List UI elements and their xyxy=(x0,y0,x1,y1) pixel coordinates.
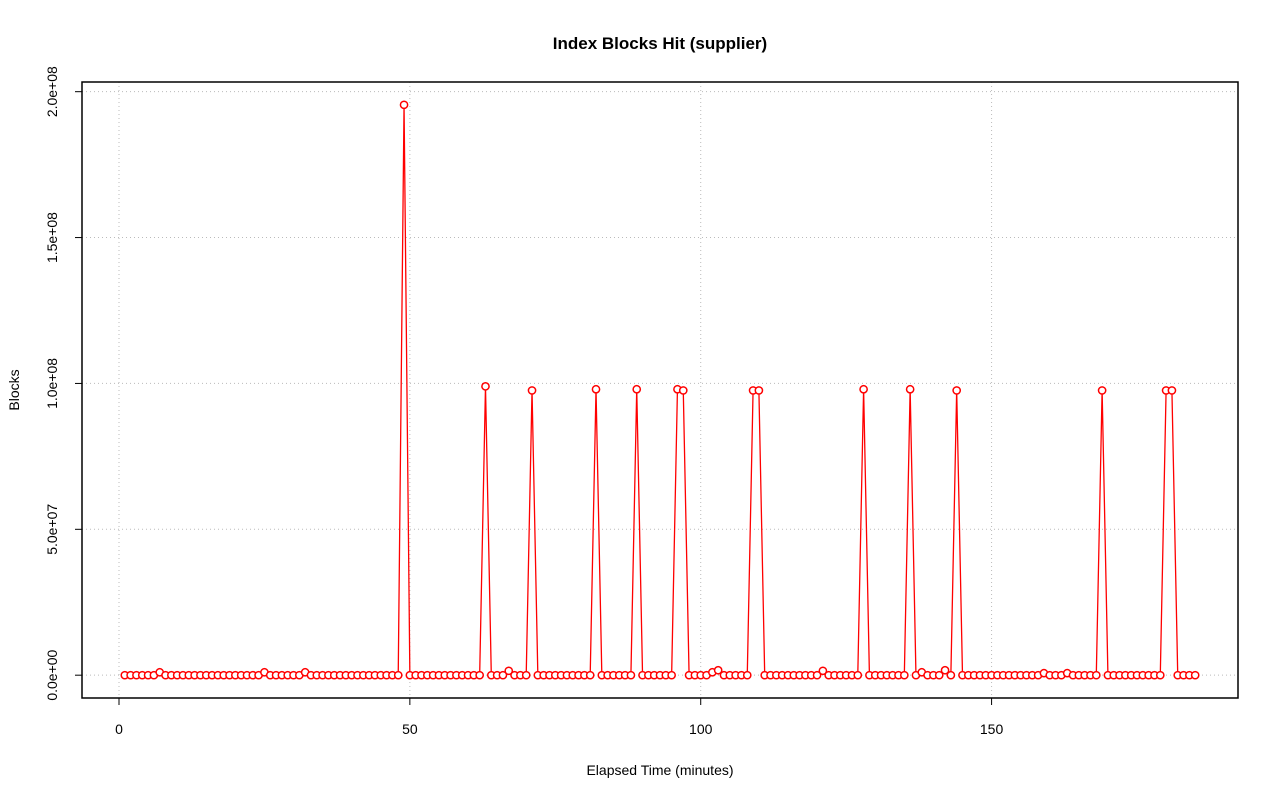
data-point xyxy=(946,670,956,680)
data-point xyxy=(818,666,828,676)
chart-title: Index Blocks Hit (supplier) xyxy=(553,34,767,53)
x-tick-label: 0 xyxy=(115,721,123,737)
y-tick-label: 5.0e+07 xyxy=(44,504,60,555)
data-point xyxy=(527,386,537,395)
data-point xyxy=(498,670,508,680)
data-point xyxy=(1190,670,1200,680)
data-point xyxy=(399,100,409,110)
data-point xyxy=(853,670,863,680)
x-tick-label: 150 xyxy=(980,721,1004,737)
data-point xyxy=(742,670,752,680)
data-point xyxy=(859,384,868,394)
data-point xyxy=(905,384,915,394)
x-tick-label: 50 xyxy=(402,721,418,737)
data-point xyxy=(475,670,485,680)
data-point xyxy=(754,386,764,395)
data-point xyxy=(1155,670,1165,680)
data-point xyxy=(1167,386,1177,395)
data-point xyxy=(952,386,962,395)
data-point xyxy=(504,666,514,676)
data-point xyxy=(585,670,595,680)
data-point xyxy=(632,384,642,394)
x-axis-label: Elapsed Time (minutes) xyxy=(586,762,733,778)
y-axis-label: Blocks xyxy=(6,369,22,410)
data-point xyxy=(899,670,909,680)
plot-frame xyxy=(81,81,1239,699)
data-point xyxy=(626,670,636,680)
x-tick-label: 100 xyxy=(689,721,713,737)
data-point xyxy=(940,665,950,675)
y-tick-label: 0.0e+00 xyxy=(44,649,60,700)
data-point xyxy=(393,670,403,680)
series-line xyxy=(124,104,1196,677)
data-point xyxy=(591,384,601,394)
y-tick-label: 1.5e+08 xyxy=(44,212,60,263)
y-tick-label: 1.0e+08 xyxy=(44,358,60,409)
data-point xyxy=(934,670,944,680)
data-point xyxy=(713,665,723,675)
data-point xyxy=(521,670,531,680)
data-point xyxy=(481,382,490,391)
data-point xyxy=(812,670,822,680)
data-point xyxy=(1097,386,1107,395)
y-tick-label: 2.0e+08 xyxy=(44,66,60,117)
data-point xyxy=(667,670,676,680)
data-point xyxy=(1091,670,1101,680)
data-point xyxy=(678,386,688,395)
